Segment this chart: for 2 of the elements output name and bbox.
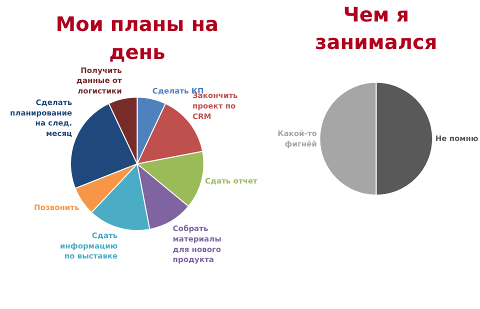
chart-title: Чем я занимался xyxy=(315,2,438,54)
chart-title: Мои планы на день xyxy=(56,12,219,64)
